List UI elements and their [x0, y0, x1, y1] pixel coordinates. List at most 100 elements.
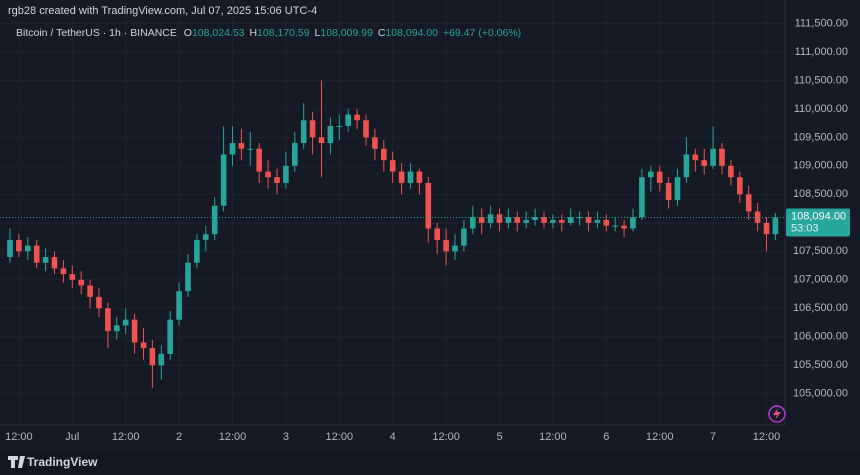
candle-body	[567, 217, 574, 223]
brand-logo	[8, 456, 25, 468]
y-tick-label: 111,000.00	[795, 46, 848, 58]
ohlc-key: L	[315, 27, 321, 39]
candle-body	[87, 285, 93, 297]
candle-body	[763, 222, 770, 235]
y-tick-label: 105,500.00	[793, 359, 848, 371]
candle-body	[194, 239, 200, 263]
x-tick-label: 2	[176, 431, 182, 443]
candle-body	[692, 154, 699, 161]
y-tick-label: 110,500.00	[794, 74, 848, 86]
y-tick-label: 106,000.00	[793, 331, 848, 343]
candle-body	[318, 137, 325, 144]
last-price-label: 108,094.00	[791, 210, 846, 222]
candle-body	[247, 148, 254, 150]
candle-body	[443, 239, 449, 252]
candle-body	[737, 177, 743, 195]
candle-body	[656, 171, 663, 183]
x-tick-label: 6	[603, 431, 609, 443]
candle-body	[292, 143, 298, 166]
symbol-title: Bitcoin / TetherUS · 1h · BINANCE	[16, 27, 177, 39]
candle-body	[78, 279, 84, 286]
candle-body	[185, 262, 191, 292]
candle-body	[131, 319, 138, 343]
candle-body	[203, 234, 209, 240]
x-tick-label: 12:00	[326, 431, 354, 443]
x-tick-label: 12:00	[646, 431, 674, 443]
candle-body	[612, 225, 618, 227]
candle-body	[701, 160, 707, 166]
candle-body	[532, 217, 538, 220]
candle-body	[665, 182, 672, 201]
x-tick-label: 12:00	[539, 431, 567, 443]
x-tick-label: 7	[710, 431, 716, 443]
candle-body	[550, 219, 556, 223]
candle-body	[60, 268, 67, 275]
countdown: 53:03	[791, 222, 819, 234]
candle-body	[648, 171, 654, 178]
footer-bar	[0, 450, 860, 475]
candle-body	[674, 177, 681, 201]
ohlc-value: 108,170.59	[257, 27, 310, 39]
candle-body	[158, 353, 165, 366]
candle-body	[372, 137, 378, 149]
candle-body	[140, 342, 147, 349]
y-tick-label: 110,000.00	[794, 103, 848, 115]
candle-body	[283, 165, 289, 183]
candle-body	[630, 217, 636, 229]
candle-body	[238, 143, 245, 149]
candle-body	[274, 177, 280, 183]
y-tick-label: 106,500.00	[793, 302, 848, 314]
x-tick-label: 4	[390, 431, 396, 443]
candle-body	[363, 120, 369, 138]
candle-body	[745, 194, 752, 212]
candle-body	[381, 148, 387, 161]
legend: Bitcoin / TetherUS · 1h · BINANCE O108,0…	[16, 27, 521, 39]
candle-body	[754, 211, 761, 223]
candle-body	[585, 217, 592, 223]
credit: rgb28 created with TradingView.com, Jul …	[8, 5, 317, 17]
alert-icon[interactable]	[768, 405, 786, 423]
candle-body	[541, 217, 547, 223]
candle-body	[710, 148, 716, 166]
ohlc-value: 108,024.53	[192, 27, 245, 39]
candle-body	[327, 125, 334, 144]
candle-body	[639, 177, 645, 218]
candle-body	[470, 217, 476, 229]
candle-body	[487, 214, 494, 223]
candle-body	[559, 219, 565, 223]
ohlc-key: O	[184, 27, 192, 39]
ohlc-value: 108,009.99	[320, 27, 373, 39]
candle-body	[407, 171, 414, 183]
y-tick-label: 107,000.00	[793, 274, 848, 286]
ohlc-key: H	[249, 27, 257, 39]
candle-body	[719, 148, 725, 166]
candle-body	[7, 239, 13, 258]
x-tick-label: 5	[496, 431, 502, 443]
ohlc-key: C	[378, 27, 386, 39]
x-tick-label: 12:00	[5, 431, 33, 443]
candle-body	[167, 319, 173, 354]
candle-body	[265, 171, 271, 178]
candle-body	[105, 308, 111, 332]
candle-body	[452, 245, 458, 252]
candle-body	[16, 239, 22, 252]
ohlc-value: 108,094.00	[385, 27, 438, 39]
candle-body	[434, 228, 440, 240]
candle-body	[772, 217, 779, 235]
candle-body	[389, 160, 396, 172]
y-tick-label: 111,500.00	[795, 17, 848, 29]
candle-body	[478, 217, 485, 223]
candle-body	[149, 348, 156, 366]
x-tick-label: 12:00	[753, 431, 781, 443]
y-tick-label: 109,000.00	[793, 160, 848, 172]
x-tick-label: 12:00	[219, 431, 247, 443]
candle-body	[229, 143, 236, 155]
candle-body	[683, 154, 690, 178]
candle-body	[220, 154, 227, 206]
candle-body	[51, 257, 58, 269]
candle-body	[461, 228, 467, 246]
alert-bolt	[773, 408, 781, 420]
candle-body	[594, 219, 601, 223]
candles	[7, 80, 779, 389]
